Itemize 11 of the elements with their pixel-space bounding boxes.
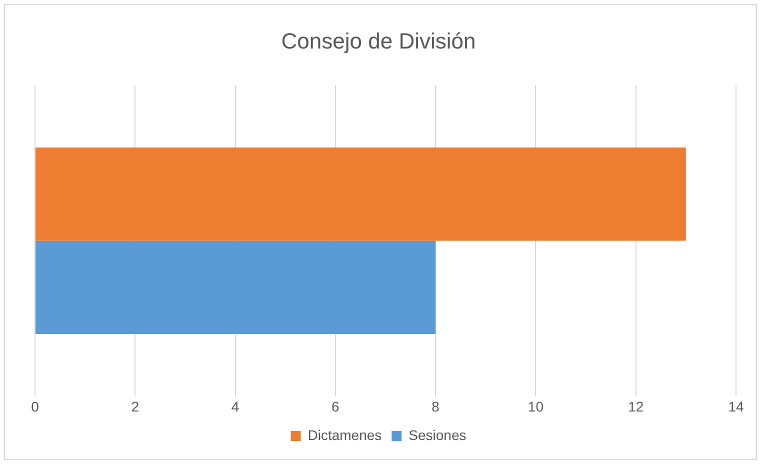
x-tick-label: 12: [628, 398, 644, 414]
chart-title: Consejo de División: [281, 28, 476, 54]
x-tick-label: 0: [31, 398, 40, 414]
legend-label: Dictamenes: [308, 426, 382, 443]
x-tick-label: 6: [332, 398, 340, 414]
legend-label: Sesiones: [408, 426, 466, 443]
x-tick-label: 4: [231, 398, 240, 414]
x-tick-label: 10: [528, 398, 544, 414]
x-tick-label: 14: [728, 398, 744, 414]
x-tick-label: 8: [432, 398, 440, 414]
x-tick-label: 2: [131, 398, 140, 414]
